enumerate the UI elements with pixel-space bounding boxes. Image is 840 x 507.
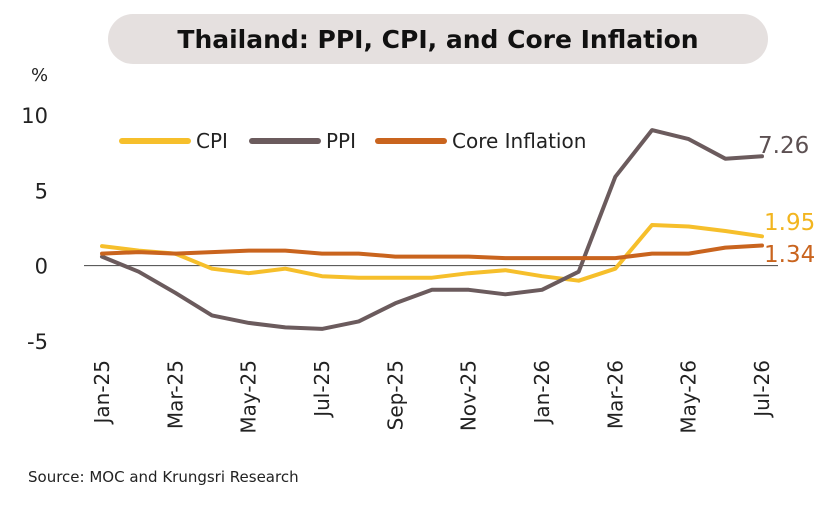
end-value-label-core-inflation: 1.34 [764, 242, 815, 268]
y-tick-label: -5 [27, 330, 48, 354]
x-tick-label: Sep-25 [383, 360, 407, 430]
x-tick-label: Jul-25 [310, 360, 334, 419]
series-line-ppi [100, 128, 764, 331]
x-tick-label: Mar-26 [603, 360, 627, 429]
x-tick-label: Jan-25 [90, 360, 114, 426]
end-value-label-cpi: 1.95 [764, 210, 815, 236]
chart-title: Thailand: PPI, CPI, and Core Inflation [177, 24, 699, 54]
x-tick-label: Mar-25 [163, 360, 187, 429]
series-line-cpi [100, 223, 764, 283]
x-tick-label: Jul-26 [750, 360, 774, 419]
x-tick-label: Nov-25 [457, 360, 481, 431]
y-tick-label: 0 [35, 255, 48, 279]
y-axis-unit-label: % [31, 65, 48, 86]
series-line-core-inflation [100, 243, 764, 261]
source-note: Source: MOC and Krungsri Research [28, 468, 299, 486]
end-value-label-ppi: 7.26 [758, 133, 809, 159]
legend-label-core-inflation: Core Inflation [452, 129, 586, 153]
x-tick-label: May-25 [237, 360, 261, 434]
chart-title-banner: Thailand: PPI, CPI, and Core Inflation [108, 14, 768, 64]
legend-label-ppi: PPI [326, 129, 356, 153]
legend-label-cpi: CPI [196, 129, 228, 153]
y-tick-label: 10 [21, 104, 48, 128]
x-tick-label: May-26 [677, 360, 701, 434]
y-tick-label: 5 [35, 179, 48, 203]
x-tick-label: Jan-26 [530, 360, 554, 426]
